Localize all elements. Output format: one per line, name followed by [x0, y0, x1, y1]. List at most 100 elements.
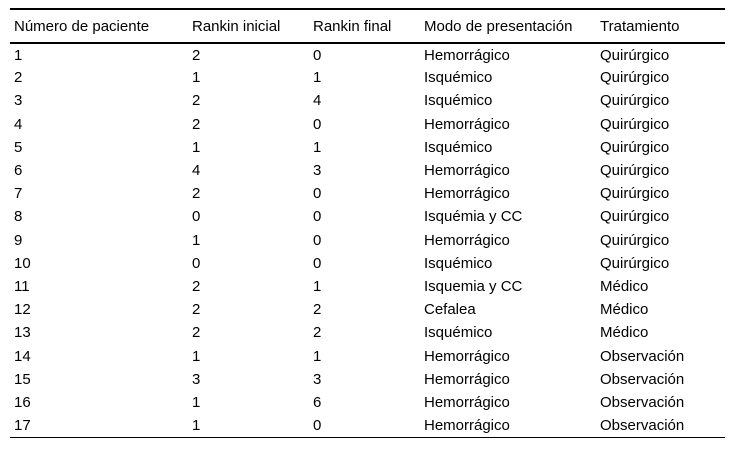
table-row: 13 2 2 Isquémico Médico: [10, 321, 725, 344]
cell-rankin-inicial: 0: [192, 254, 201, 272]
cell-numero-paciente: 3: [14, 92, 23, 110]
cell-modo-presentacion: Hemorrágico: [424, 115, 510, 133]
patients-table: Número de paciente Rankin inicial Rankin…: [10, 8, 725, 438]
cell-modo-presentacion: Isquémico: [424, 92, 493, 110]
cell-modo-presentacion: Hemorrágico: [424, 347, 510, 365]
cell-rankin-inicial: 1: [192, 347, 201, 365]
cell-tratamiento: Quirúrgico: [600, 208, 670, 226]
cell-rankin-inicial: 2: [192, 301, 201, 319]
cell-tratamiento: Observación: [600, 370, 685, 388]
cell-numero-paciente: 4: [14, 115, 23, 133]
cell-rankin-final: 2: [313, 301, 322, 319]
cell-modo-presentacion: Hemorrágico: [424, 185, 510, 203]
column-header-modo-presentacion: Modo de presentación: [424, 17, 573, 35]
cell-numero-paciente: 10: [14, 254, 31, 272]
cell-tratamiento: Quirúrgico: [600, 115, 670, 133]
cell-rankin-inicial: 1: [192, 138, 201, 156]
table-row: 1 2 0 Hemorrágico Quirúrgico: [10, 43, 725, 66]
cell-modo-presentacion: Hemorrágico: [424, 46, 510, 64]
cell-numero-paciente: 16: [14, 393, 31, 411]
table-row: 9 1 0 Hemorrágico Quirúrgico: [10, 229, 725, 252]
table-row: 7 2 0 Hemorrágico Quirúrgico: [10, 182, 725, 205]
table-row: 3 2 4 Isquémico Quirúrgico: [10, 89, 725, 112]
table-header: Número de paciente Rankin inicial Rankin…: [10, 9, 725, 43]
cell-numero-paciente: 7: [14, 185, 23, 203]
cell-rankin-inicial: 2: [192, 46, 201, 64]
cell-rankin-final: 4: [313, 92, 322, 110]
cell-modo-presentacion: Hemorrágico: [424, 416, 510, 434]
cell-numero-paciente: 14: [14, 347, 31, 365]
cell-rankin-inicial: 2: [192, 115, 201, 133]
cell-tratamiento: Observación: [600, 347, 685, 365]
cell-modo-presentacion: Isquémico: [424, 69, 493, 87]
table-row: 14 1 1 Hemorrágico Observación: [10, 344, 725, 367]
cell-rankin-inicial: 2: [192, 324, 201, 342]
cell-rankin-final: 1: [313, 138, 322, 156]
cell-rankin-final: 1: [313, 347, 322, 365]
cell-rankin-final: 0: [313, 254, 322, 272]
cell-numero-paciente: 2: [14, 69, 23, 87]
cell-rankin-inicial: 4: [192, 162, 201, 180]
column-header-tratamiento: Tratamiento: [600, 17, 680, 35]
cell-rankin-final: 1: [313, 69, 322, 87]
cell-tratamiento: Quirúrgico: [600, 254, 670, 272]
cell-numero-paciente: 8: [14, 208, 23, 226]
cell-modo-presentacion: Hemorrágico: [424, 370, 510, 388]
column-header-rankin-final: Rankin final: [313, 17, 392, 35]
cell-rankin-final: 6: [313, 393, 322, 411]
cell-tratamiento: Quirúrgico: [600, 46, 670, 64]
cell-numero-paciente: 6: [14, 162, 23, 180]
cell-rankin-inicial: 1: [192, 416, 201, 434]
cell-tratamiento: Quirúrgico: [600, 69, 670, 87]
table-row: 6 4 3 Hemorrágico Quirúrgico: [10, 159, 725, 182]
cell-modo-presentacion: Isquemia y CC: [424, 277, 523, 295]
cell-rankin-inicial: 1: [192, 69, 201, 87]
cell-rankin-inicial: 1: [192, 393, 201, 411]
cell-modo-presentacion: Cefalea: [424, 301, 476, 319]
cell-modo-presentacion: Isquémico: [424, 138, 493, 156]
cell-rankin-final: 0: [313, 416, 322, 434]
cell-rankin-final: 0: [313, 231, 322, 249]
table-row: 10 0 0 Isquémico Quirúrgico: [10, 252, 725, 275]
table-body: 1 2 0 Hemorrágico Quirúrgico 2 1 1 Isqué…: [10, 43, 725, 437]
cell-tratamiento: Quirúrgico: [600, 162, 670, 180]
cell-numero-paciente: 13: [14, 324, 31, 342]
cell-tratamiento: Quirúrgico: [600, 231, 670, 249]
cell-numero-paciente: 15: [14, 370, 31, 388]
table-row: 8 0 0 Isquémia y CC Quirúrgico: [10, 205, 725, 228]
table-row: 5 1 1 Isquémico Quirúrgico: [10, 136, 725, 159]
cell-numero-paciente: 5: [14, 138, 23, 156]
cell-rankin-inicial: 2: [192, 277, 201, 295]
cell-rankin-final: 1: [313, 277, 322, 295]
cell-numero-paciente: 12: [14, 301, 31, 319]
cell-rankin-inicial: 3: [192, 370, 201, 388]
header-row: Número de paciente Rankin inicial Rankin…: [10, 9, 725, 43]
cell-tratamiento: Observación: [600, 393, 685, 411]
cell-rankin-final: 2: [313, 324, 322, 342]
cell-rankin-final: 0: [313, 185, 322, 203]
cell-tratamiento: Médico: [600, 301, 649, 319]
table-row: 4 2 0 Hemorrágico Quirúrgico: [10, 113, 725, 136]
cell-rankin-inicial: 2: [192, 92, 201, 110]
cell-rankin-final: 3: [313, 370, 322, 388]
table-row: 2 1 1 Isquémico Quirúrgico: [10, 66, 725, 89]
cell-tratamiento: Médico: [600, 324, 649, 342]
cell-rankin-inicial: 1: [192, 231, 201, 249]
table-row: 15 3 3 Hemorrágico Observación: [10, 368, 725, 391]
table-row: 12 2 2 Cefalea Médico: [10, 298, 725, 321]
cell-rankin-final: 3: [313, 162, 322, 180]
patients-table-container: Número de paciente Rankin inicial Rankin…: [10, 8, 725, 438]
column-header-rankin-inicial: Rankin inicial: [192, 17, 281, 35]
cell-rankin-inicial: 0: [192, 208, 201, 226]
cell-numero-paciente: 9: [14, 231, 23, 249]
column-header-numero-paciente: Número de paciente: [14, 17, 150, 35]
cell-modo-presentacion: Hemorrágico: [424, 231, 510, 249]
cell-tratamiento: Observación: [600, 416, 685, 434]
cell-rankin-inicial: 2: [192, 185, 201, 203]
cell-numero-paciente: 11: [14, 277, 30, 295]
cell-modo-presentacion: Isquémia y CC: [424, 208, 523, 226]
cell-tratamiento: Quirúrgico: [600, 138, 670, 156]
cell-rankin-final: 0: [313, 115, 322, 133]
cell-numero-paciente: 17: [14, 416, 31, 434]
